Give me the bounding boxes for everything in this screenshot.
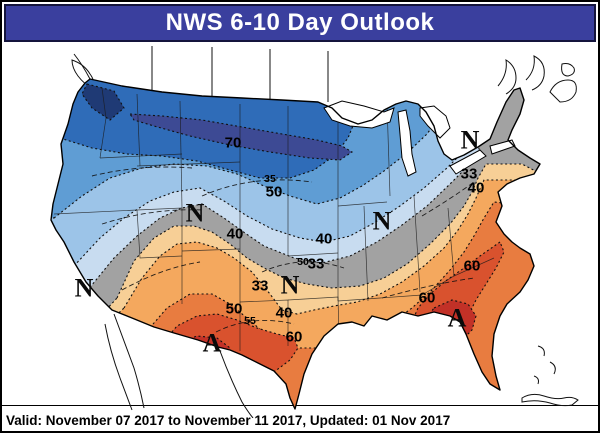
contour-label-40: 40	[227, 226, 244, 243]
region-letter-N: N	[75, 274, 94, 303]
lake-erie	[449, 149, 487, 175]
region-letter-A: A	[203, 329, 222, 358]
region-letter-layer: N N N N N A A	[75, 126, 480, 358]
lake-ontario	[489, 139, 516, 155]
contour-label-50: 50	[226, 301, 243, 318]
lake-superior	[323, 100, 395, 129]
contour-label-40: 40	[468, 180, 485, 197]
band-below-core-nw	[81, 83, 125, 121]
probability-bands	[51, 79, 540, 409]
region-letter-A: A	[448, 304, 467, 333]
contour-label-50: 50	[266, 184, 283, 201]
contour-label-50: 50	[297, 256, 309, 268]
contour-label-60: 60	[286, 329, 303, 346]
page-title: NWS 6-10 Day Outlook	[165, 9, 435, 36]
validity-caption: Valid: November 07 2017 to November 11 2…	[6, 413, 451, 428]
contour-label-33: 33	[461, 166, 478, 183]
contour-label-35: 35	[264, 173, 276, 185]
contour-label-60: 60	[419, 290, 436, 307]
title-bar: NWS 6-10 Day Outlook	[4, 4, 596, 42]
region-letter-N: N	[281, 271, 300, 300]
contour-label-40: 40	[276, 305, 293, 322]
contour-label-70: 70	[225, 135, 242, 152]
region-letter-N: N	[373, 207, 392, 236]
contour-label-33: 33	[252, 278, 269, 295]
contour-label-55: 55	[244, 315, 256, 327]
band-below-70-lens	[128, 113, 354, 161]
contour-label-33: 33	[308, 256, 325, 273]
region-letter-N: N	[186, 199, 205, 228]
canada-mexico-outlines	[71, 46, 579, 418]
contour-label-60: 60	[464, 258, 481, 275]
great-lakes	[323, 100, 516, 177]
map-frame-bottom-line	[2, 405, 598, 406]
lake-michigan	[397, 109, 417, 177]
region-letter-N: N	[461, 126, 480, 155]
contour-label-40: 40	[316, 231, 333, 248]
us-outline	[50, 78, 541, 410]
